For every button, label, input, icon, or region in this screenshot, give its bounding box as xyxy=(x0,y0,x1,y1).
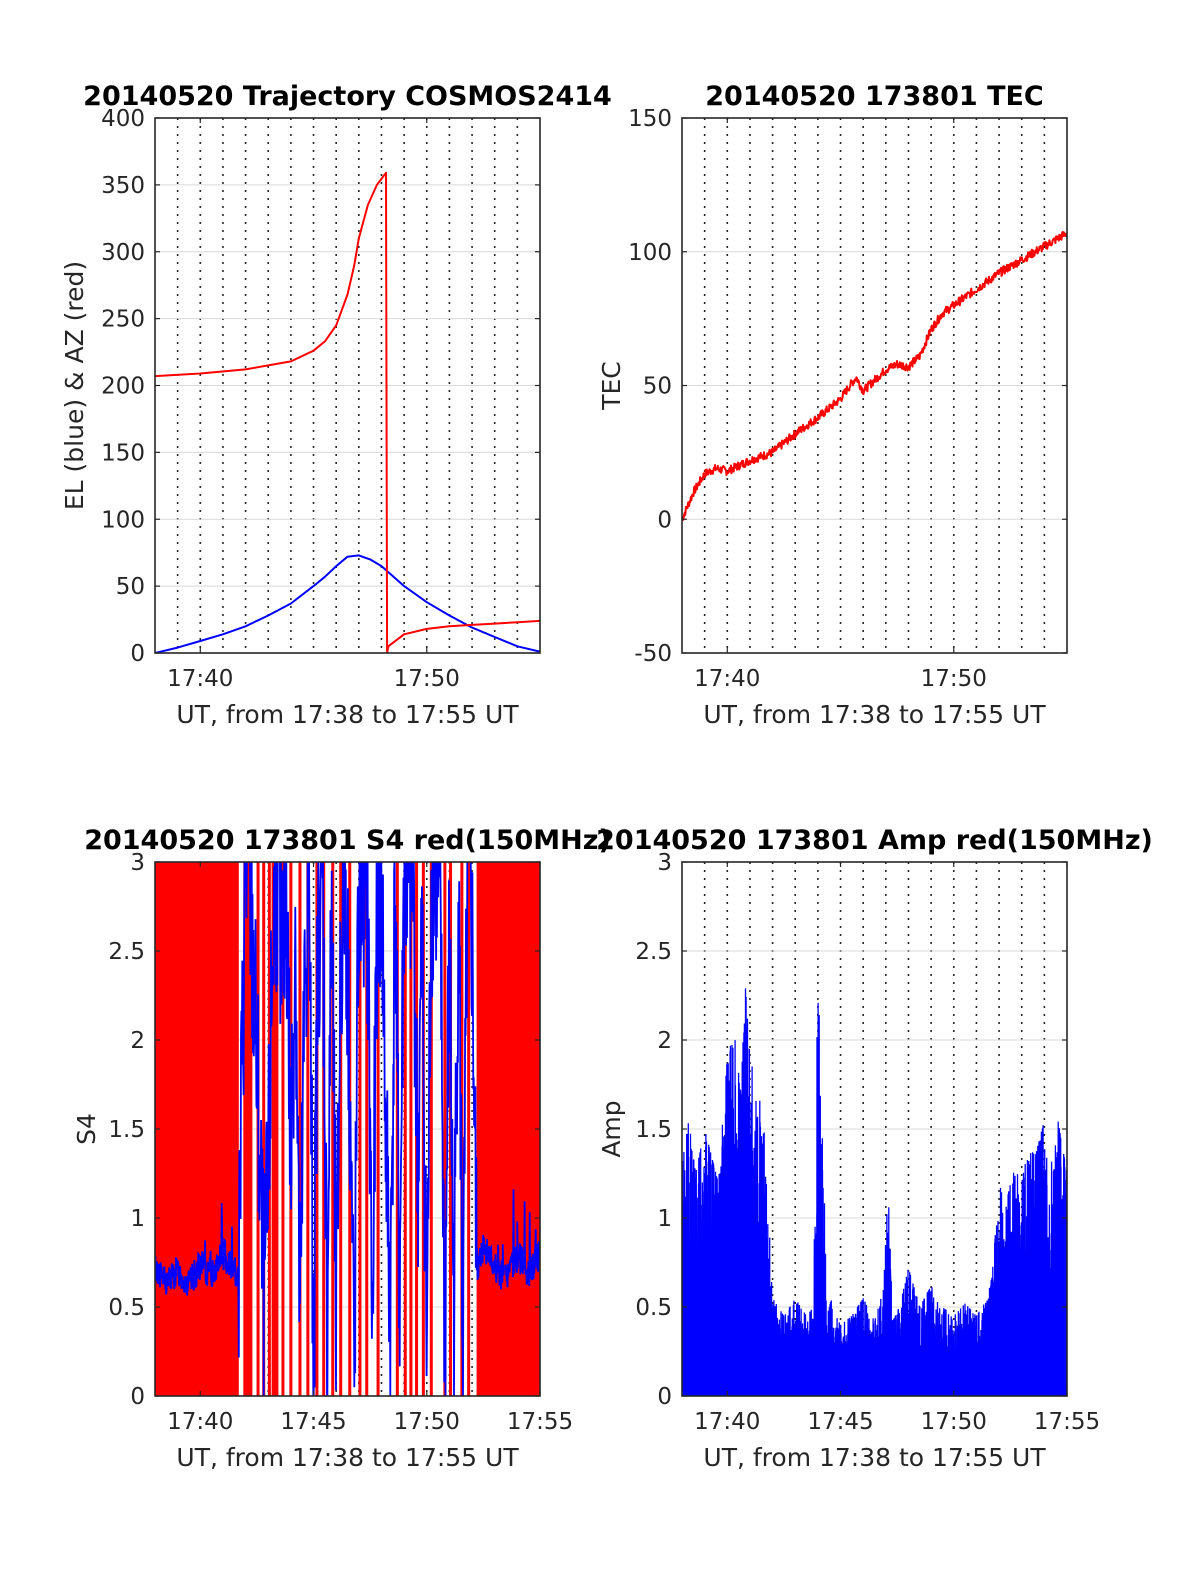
series-el xyxy=(155,554,540,653)
x-axis-label: UT, from 17:38 to 17:55 UT xyxy=(703,1443,1046,1472)
y-tick-label: 2.5 xyxy=(108,939,145,965)
x-axis-label: UT, from 17:38 to 17:55 UT xyxy=(176,700,519,729)
y-tick-label: 1.5 xyxy=(635,1117,672,1143)
x-tick-label: 17:40 xyxy=(167,1409,233,1435)
series-az xyxy=(155,171,540,653)
y-tick-label: 50 xyxy=(643,374,672,400)
x-axis-label: UT, from 17:38 to 17:55 UT xyxy=(176,1443,519,1472)
red-band xyxy=(243,862,253,1396)
x-tick-label: 17:40 xyxy=(694,666,760,692)
chart-title: 20140520 Trajectory COSMOS2414 xyxy=(83,81,612,112)
x-tick-label: 17:40 xyxy=(694,1409,760,1435)
plot-marks xyxy=(155,171,540,653)
series-tec xyxy=(682,231,1067,521)
chart-title: 20140520 173801 Amp red(150MHz) xyxy=(596,825,1153,856)
chart-s4: 0 0.5 1 1.5 2 2.5 3 17:40 17:45 17:50 17:55 2014052… xyxy=(72,825,611,1472)
chart-tec: -50 0 50 100 150 17:40 17:50 20140520 173801 TE… xyxy=(597,81,1068,729)
x-tick-label: 17:50 xyxy=(394,1409,460,1435)
grid xyxy=(155,118,540,653)
y-axis-label: TEC xyxy=(597,361,626,411)
series-s4-blue xyxy=(155,862,540,1396)
y-tick-label: 100 xyxy=(628,240,672,266)
y-axis-label: S4 xyxy=(72,1113,101,1145)
y-axis-label: Amp xyxy=(597,1100,626,1157)
y-tick-label: 0.5 xyxy=(635,1295,672,1321)
y-tick-label: 1 xyxy=(130,1206,145,1232)
plot-marks xyxy=(682,231,1067,521)
grid xyxy=(682,118,1067,653)
y-tick-label: 3 xyxy=(130,850,145,876)
y-tick-label: 2 xyxy=(130,1028,145,1054)
y-tick-label: 0 xyxy=(657,1384,672,1410)
y-tick-label: 3 xyxy=(657,850,672,876)
y-tick-label: 350 xyxy=(101,173,145,199)
x-tick-label: 17:55 xyxy=(507,1409,573,1435)
x-tick-label: 17:55 xyxy=(1034,1409,1100,1435)
x-tick-label: 17:50 xyxy=(921,666,987,692)
series-amp-base xyxy=(682,1273,1067,1396)
x-tick-label: 17:50 xyxy=(394,666,460,692)
x-tick-label: 17:50 xyxy=(921,1409,987,1435)
y-tick-label: 250 xyxy=(101,307,145,333)
plot-marks xyxy=(682,988,1067,1396)
x-axis-label: UT, from 17:38 to 17:55 UT xyxy=(703,700,1046,729)
y-tick-label: 0 xyxy=(657,507,672,533)
y-tick-label: 100 xyxy=(101,507,145,533)
y-axis-label: EL (blue) & AZ (red) xyxy=(60,261,89,510)
x-tick-label: 17:45 xyxy=(807,1409,873,1435)
y-tick-label: 150 xyxy=(101,440,145,466)
y-tick-label: 300 xyxy=(101,240,145,266)
x-tick-label: 17:40 xyxy=(167,666,233,692)
series-amp xyxy=(682,988,1067,1396)
x-tick-label: 17:45 xyxy=(280,1409,346,1435)
chart-amp: 0 0.5 1 1.5 2 2.5 3 17:40 17:45 17:50 17:55 2014052… xyxy=(596,825,1153,1472)
y-tick-label: 0 xyxy=(130,641,145,667)
plot-marks xyxy=(155,862,540,1396)
y-tick-label: 1.5 xyxy=(108,1117,145,1143)
red-band xyxy=(155,862,239,1396)
y-tick-label: 0.5 xyxy=(108,1295,145,1321)
y-tick-label: 400 xyxy=(101,106,145,132)
red-band xyxy=(271,862,279,1396)
y-tick-label: 200 xyxy=(101,374,145,400)
y-tick-label: 1 xyxy=(657,1206,672,1232)
chart-trajectory: 0 50 100 150 200 250 300 350 400 17:40 17:50 201405… xyxy=(60,81,612,729)
chart-title: 20140520 173801 S4 red(150MHz) xyxy=(84,825,611,856)
y-tick-label: 2.5 xyxy=(635,939,672,965)
y-tick-label: 50 xyxy=(116,574,145,600)
y-tick-label: 2 xyxy=(657,1028,672,1054)
y-tick-label: 0 xyxy=(130,1384,145,1410)
y-tick-label: -50 xyxy=(634,641,672,667)
red-band xyxy=(476,862,540,1396)
y-tick-label: 150 xyxy=(628,106,672,132)
chart-title: 20140520 173801 TEC xyxy=(705,81,1044,112)
